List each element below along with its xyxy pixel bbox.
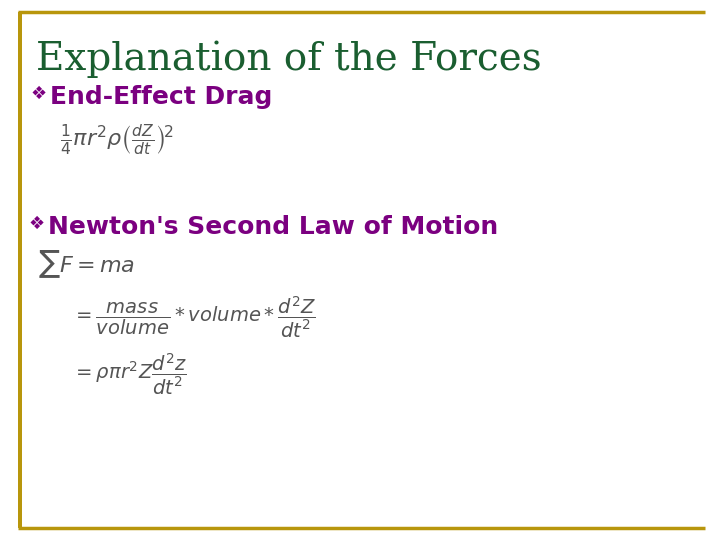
Text: ❖: ❖ (28, 215, 44, 233)
Text: ❖: ❖ (30, 85, 46, 103)
Bar (18, 12, 22, 528)
Text: End-Effect Drag: End-Effect Drag (50, 85, 272, 109)
Text: Newton's Second Law of Motion: Newton's Second Law of Motion (48, 215, 498, 239)
Text: Explanation of the Forces: Explanation of the Forces (36, 40, 541, 78)
Text: $= \dfrac{mass}{volume} * volume * \dfrac{d^2Z}{dt^2}$: $= \dfrac{mass}{volume} * volume * \dfra… (72, 295, 316, 341)
Text: $\sum F = ma$: $\sum F = ma$ (38, 248, 135, 280)
Text: $= \rho\pi r^2 Z\dfrac{d^2z}{dt^2}$: $= \rho\pi r^2 Z\dfrac{d^2z}{dt^2}$ (72, 352, 187, 397)
Text: $\frac{1}{4}\pi r^2\rho \left(\frac{dZ}{dt}\right)^{\!2}$: $\frac{1}{4}\pi r^2\rho \left(\frac{dZ}{… (60, 122, 174, 157)
